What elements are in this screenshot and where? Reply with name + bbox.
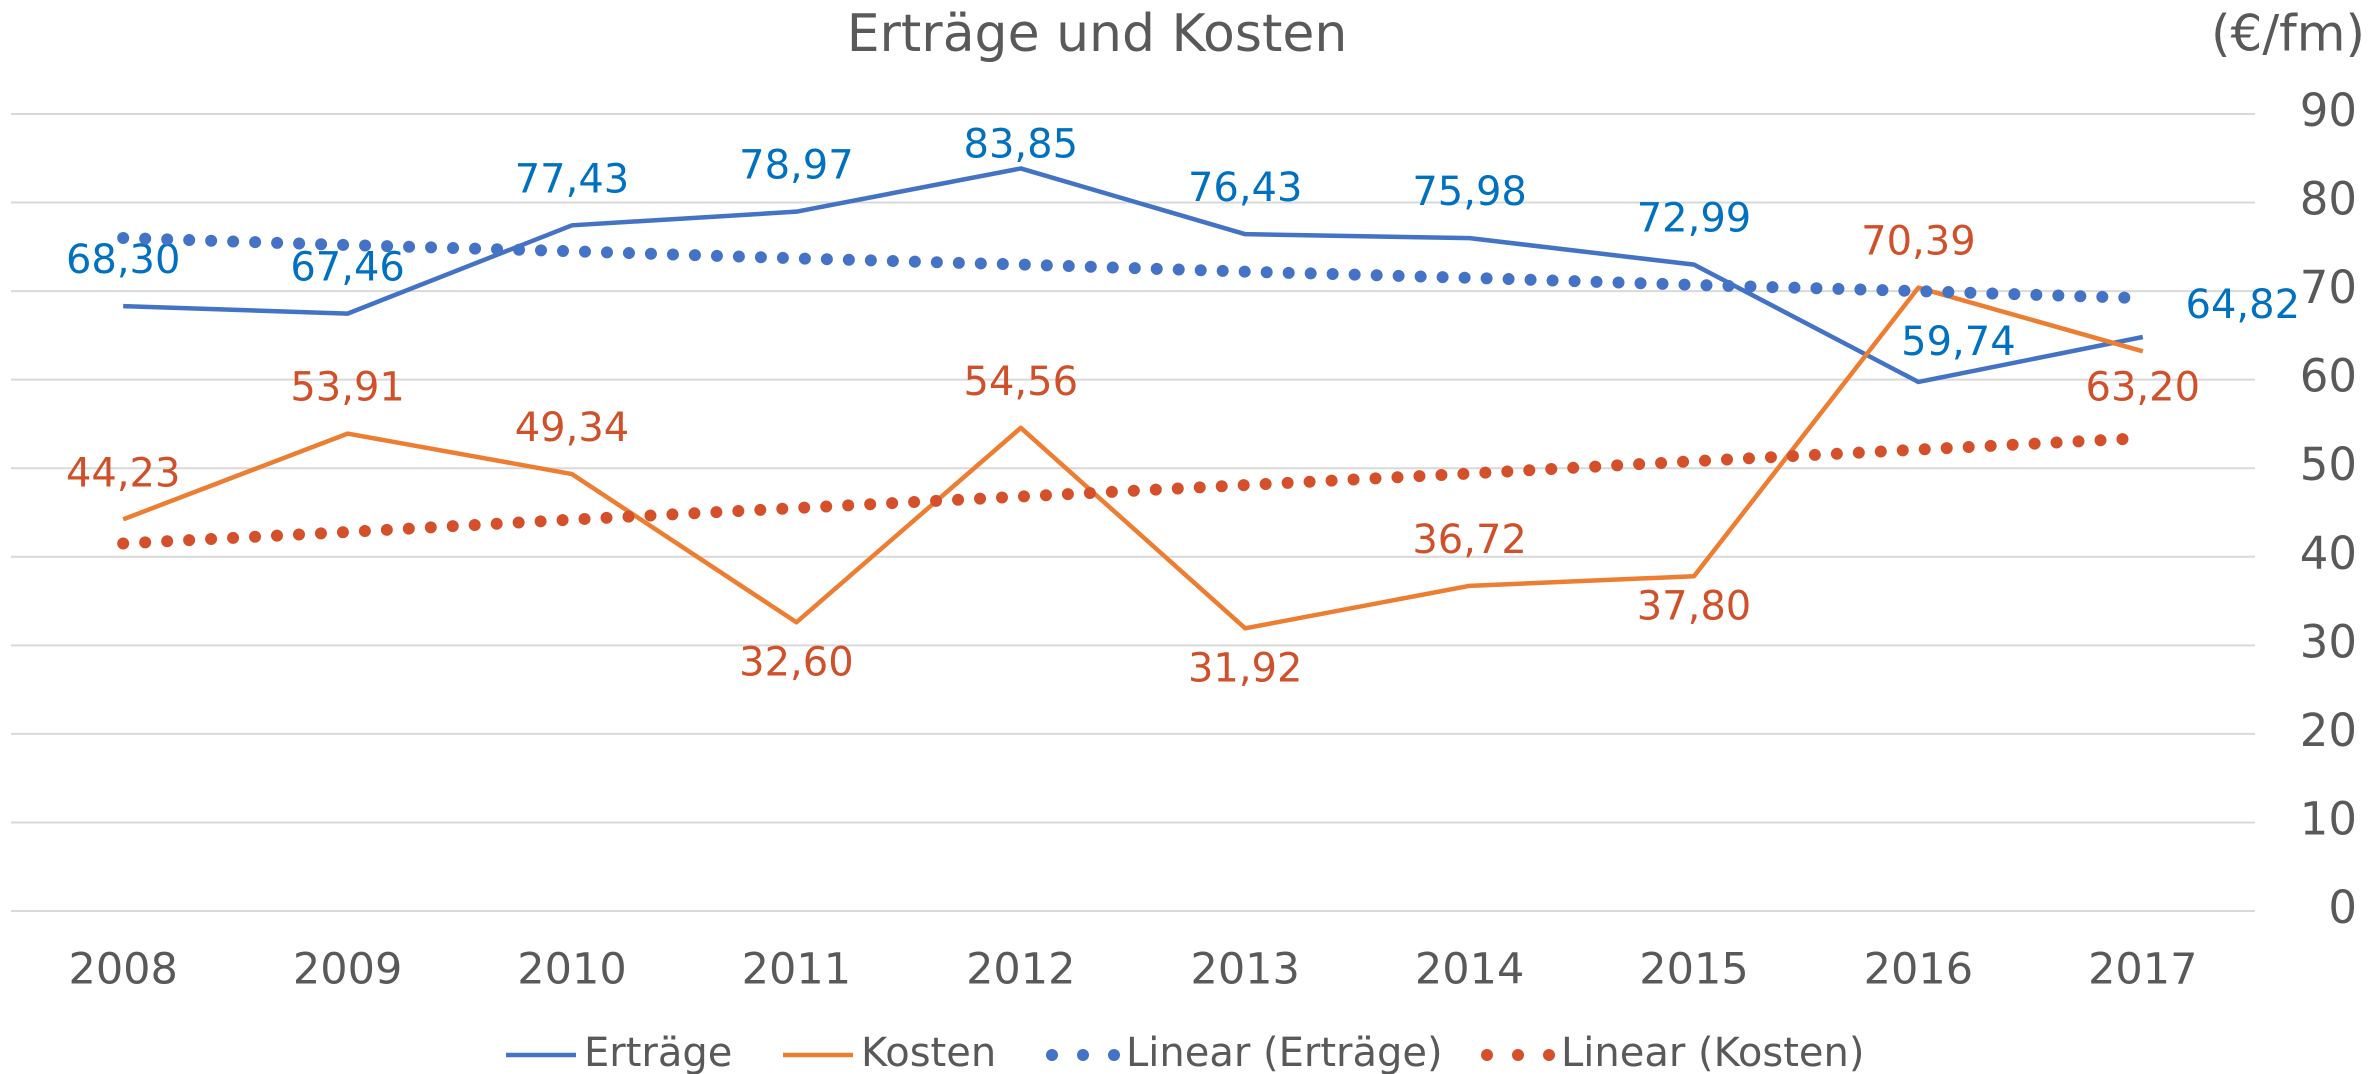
data-label: 72,99 (1637, 196, 1752, 242)
y-axis-unit: (€/fm) (2211, 5, 2365, 63)
chart-title: Erträge und Kosten (847, 4, 1348, 64)
x-tick-label: 2011 (742, 945, 851, 995)
y-tick-label: 40 (2300, 527, 2357, 580)
data-label: 44,23 (66, 450, 181, 496)
x-tick-label: 2012 (966, 945, 1075, 995)
x-tick-label: 2015 (1639, 945, 1748, 995)
x-tick-label: 2009 (293, 945, 402, 995)
legend-label: Kosten (861, 1030, 996, 1074)
data-label: 36,72 (1412, 517, 1527, 563)
y-tick-label: 70 (2300, 261, 2357, 314)
x-tick-label: 2014 (1415, 945, 1524, 995)
y-tick-label: 90 (2300, 84, 2357, 137)
y-tick-label: 60 (2300, 350, 2357, 403)
x-tick-label: 2013 (1190, 945, 1299, 995)
legend-label: Linear (Erträge) (1126, 1030, 1443, 1074)
data-label: 32,60 (739, 639, 854, 685)
data-label: 64,82 (2186, 282, 2301, 328)
y-tick-label: 0 (2328, 881, 2357, 934)
y-tick-label: 50 (2300, 438, 2357, 491)
x-tick-label: 2017 (2088, 945, 2197, 995)
legend-label: Linear (Kosten) (1561, 1030, 1864, 1074)
data-label: 53,91 (290, 365, 405, 411)
data-label: 77,43 (515, 156, 630, 202)
data-label: 59,74 (1901, 319, 2016, 365)
series-line (123, 166, 2144, 385)
legend-label: Erträge (584, 1030, 732, 1074)
y-tick-label: 80 (2300, 173, 2357, 226)
data-label: 31,92 (1188, 645, 1303, 691)
y-tick-label: 20 (2300, 704, 2357, 757)
data-label: 76,43 (1188, 165, 1303, 211)
data-label: 75,98 (1412, 169, 1527, 215)
data-label: 37,80 (1637, 583, 1752, 629)
data-label: 78,97 (739, 143, 854, 189)
trend-line (117, 432, 2149, 550)
data-label: 83,85 (964, 121, 1079, 167)
data-label: 67,46 (290, 245, 405, 291)
x-tick-label: 2008 (68, 945, 177, 995)
data-label: 49,34 (515, 405, 630, 451)
data-label: 63,20 (2086, 364, 2201, 410)
x-tick-label: 2010 (517, 945, 626, 995)
series-line (122, 285, 2144, 631)
y-tick-label: 30 (2300, 615, 2357, 668)
y-tick-label: 10 (2300, 792, 2357, 845)
x-tick-label: 2016 (1864, 945, 1973, 995)
data-label: 70,39 (1861, 219, 1976, 265)
data-label: 54,56 (964, 359, 1079, 405)
data-label: 68,30 (66, 237, 181, 283)
trend-line (117, 231, 2149, 305)
